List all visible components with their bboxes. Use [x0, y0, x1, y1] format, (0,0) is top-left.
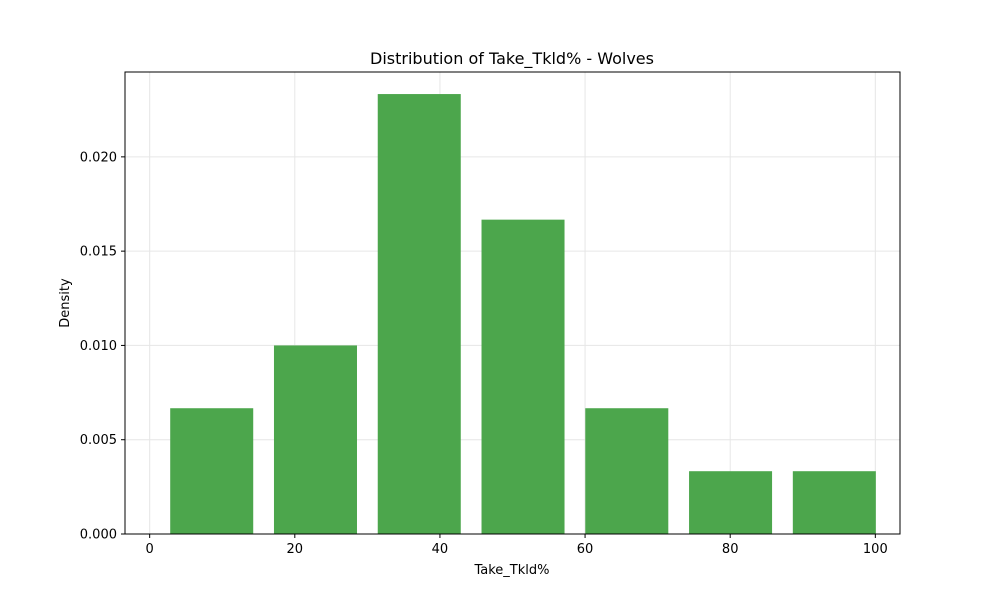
y-tick-label: 0.015: [80, 245, 117, 260]
y-tick-label: 0.000: [80, 528, 117, 543]
y-tick-label: 0.020: [80, 150, 117, 165]
plot-area-frame: [124, 71, 901, 535]
bars: [170, 94, 876, 534]
histogram-bar: [792, 471, 876, 534]
y-axis-ticks: 0.000 0.005 0.010 0.015 0.020: [80, 150, 125, 543]
x-axis-label: Take_Tkld%: [473, 563, 549, 578]
x-tick-label: 100: [863, 542, 888, 557]
histogram-bar: [585, 408, 669, 534]
x-tick-label: 80: [722, 542, 739, 557]
x-tick-label: 20: [287, 542, 304, 557]
histogram-bar: [689, 471, 773, 534]
chart-title: Distribution of Take_Tkld% - Wolves: [370, 49, 654, 69]
x-tick-label: 40: [432, 542, 449, 557]
histogram-bar: [377, 94, 461, 534]
y-tick-label: 0.005: [80, 433, 117, 448]
histogram-bar: [273, 345, 357, 534]
y-tick-label: 0.010: [80, 339, 117, 354]
x-tick-label: 60: [577, 542, 594, 557]
x-tick-label: 0: [146, 542, 154, 557]
y-axis-label: Density: [58, 278, 73, 328]
histogram-bar: [481, 219, 565, 534]
histogram-bar: [170, 408, 254, 534]
x-axis-ticks: 0 20 40 60 80 100: [146, 534, 888, 557]
